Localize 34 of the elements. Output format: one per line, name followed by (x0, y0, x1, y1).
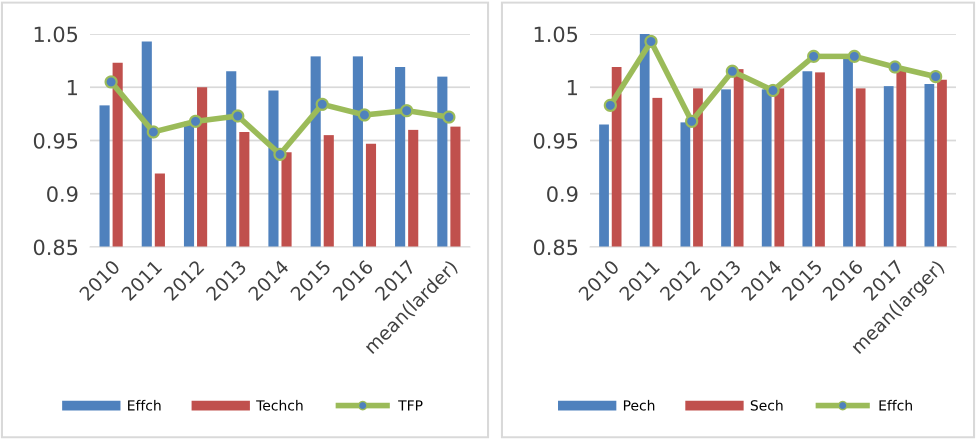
y-tick-label: 0.9 (547, 186, 578, 202)
y-tick-label: 1.05 (534, 26, 578, 42)
y-tick-label: 0.85 (534, 239, 578, 256)
y-tick-label: 0.95 (34, 132, 78, 149)
legend-label: Effch (880, 400, 912, 411)
legend-label: Sech (750, 400, 783, 411)
point (807, 50, 820, 63)
y-tick-label: 0.85 (34, 239, 78, 256)
point (442, 110, 456, 124)
point (400, 104, 414, 118)
point (188, 114, 202, 128)
legend-label: Techch (256, 400, 303, 411)
point (231, 109, 244, 123)
point (848, 50, 861, 63)
point (146, 125, 160, 139)
y-tick-label: 1.05 (34, 26, 78, 42)
legend-label: Effch (128, 400, 161, 411)
point (273, 148, 287, 161)
point (929, 70, 942, 84)
y-tick-label: 0.9 (47, 186, 78, 202)
point (358, 108, 372, 122)
point (316, 98, 329, 111)
point (644, 34, 658, 48)
point (604, 98, 617, 112)
point (888, 60, 902, 74)
y-tick-label: 0.95 (534, 132, 578, 149)
legend-label: TFP (398, 400, 423, 410)
point (104, 75, 118, 89)
y-tick-label: 1 (68, 80, 77, 96)
point (726, 64, 739, 78)
point (766, 84, 780, 98)
legend-label: Pech (624, 400, 654, 411)
point (685, 114, 698, 128)
y-tick-label: 1 (568, 80, 577, 96)
